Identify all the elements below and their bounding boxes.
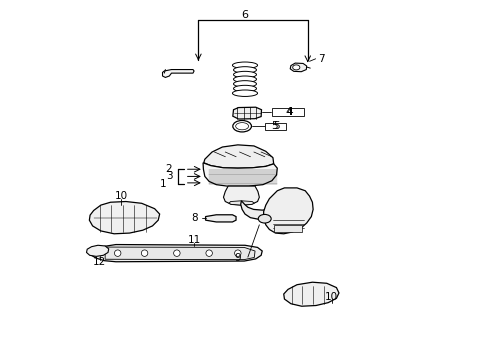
Polygon shape (203, 163, 277, 186)
Ellipse shape (232, 62, 258, 68)
Polygon shape (89, 202, 160, 234)
Polygon shape (205, 215, 236, 222)
Polygon shape (233, 107, 262, 119)
Polygon shape (223, 186, 259, 205)
Polygon shape (284, 282, 339, 306)
Text: 8: 8 (191, 213, 197, 223)
FancyBboxPatch shape (265, 123, 286, 130)
Text: 4: 4 (286, 107, 292, 117)
Text: 6: 6 (242, 10, 248, 20)
Text: 5: 5 (271, 121, 278, 131)
Ellipse shape (232, 90, 258, 96)
Polygon shape (290, 63, 307, 72)
Text: 9: 9 (235, 253, 241, 263)
Text: 10: 10 (115, 191, 128, 201)
Text: 10: 10 (325, 292, 339, 302)
Polygon shape (92, 244, 262, 262)
Text: 11: 11 (188, 235, 201, 245)
Ellipse shape (233, 121, 251, 132)
Ellipse shape (234, 85, 256, 92)
Circle shape (206, 250, 212, 256)
Polygon shape (87, 245, 109, 256)
Ellipse shape (293, 65, 300, 70)
Text: 5: 5 (273, 121, 279, 131)
Circle shape (141, 250, 148, 256)
Text: 12: 12 (93, 257, 106, 267)
Polygon shape (163, 69, 194, 77)
Circle shape (115, 250, 121, 256)
Polygon shape (264, 188, 313, 234)
FancyBboxPatch shape (274, 225, 302, 232)
Polygon shape (241, 191, 302, 220)
Text: 2: 2 (166, 164, 172, 174)
Polygon shape (229, 201, 254, 205)
Ellipse shape (258, 215, 271, 223)
Polygon shape (105, 247, 255, 260)
Ellipse shape (236, 123, 248, 130)
Ellipse shape (234, 76, 256, 82)
Text: 3: 3 (166, 171, 172, 181)
Text: 7: 7 (318, 54, 324, 64)
Ellipse shape (234, 81, 256, 87)
Circle shape (235, 250, 241, 256)
FancyBboxPatch shape (272, 108, 304, 116)
Ellipse shape (234, 67, 256, 73)
Ellipse shape (234, 71, 256, 78)
Circle shape (173, 250, 180, 256)
Text: 1: 1 (160, 179, 167, 189)
Polygon shape (204, 145, 274, 168)
Text: 4: 4 (287, 107, 293, 117)
